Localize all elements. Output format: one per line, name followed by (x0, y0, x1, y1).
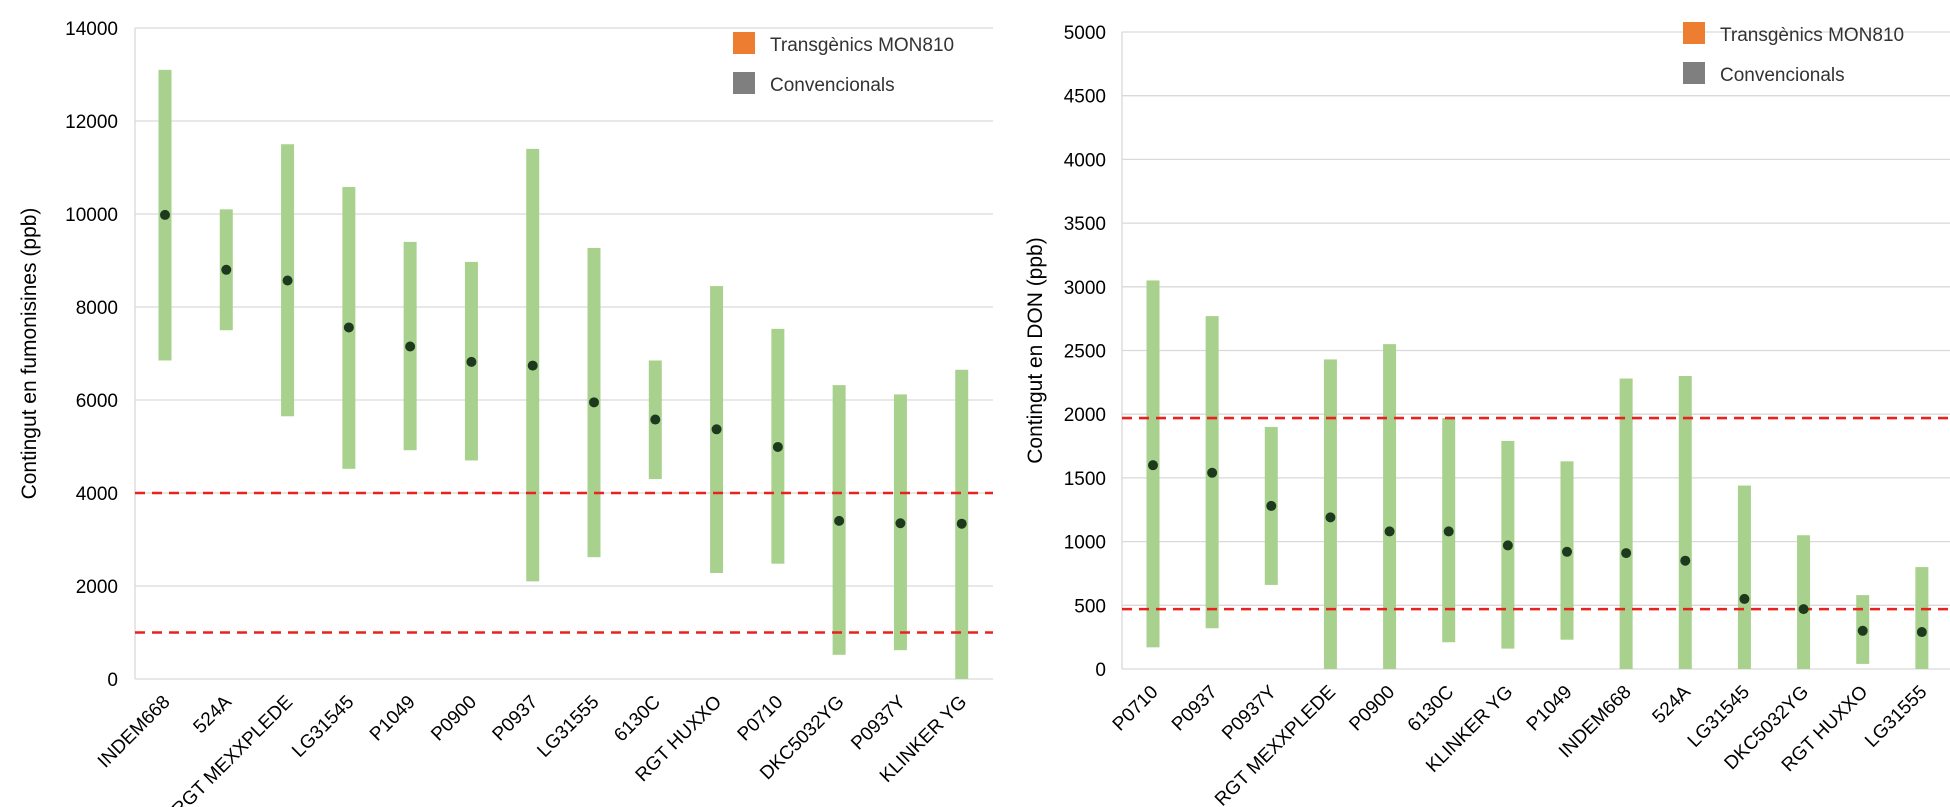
mean-dot (160, 209, 170, 220)
x-tick-label: P0710 (734, 692, 788, 746)
y-tick-label: 4000 (76, 484, 118, 505)
mean-dot (1680, 555, 1691, 566)
mean-dot (834, 515, 845, 526)
mean-dot (589, 397, 599, 408)
x-tick-label: 6130C (1404, 682, 1458, 736)
legend-swatch (733, 32, 755, 54)
x-tick-label: P0937Y (847, 691, 910, 754)
legend-swatch (1683, 62, 1705, 84)
legend-label: Convencionals (1720, 65, 1845, 86)
y-tick-label: 1000 (1064, 533, 1106, 554)
y-tick-label: 0 (1095, 660, 1106, 681)
y-tick-label: 6000 (76, 391, 118, 412)
y-tick-label: 2000 (1064, 405, 1106, 426)
x-tick-label: P1049 (366, 692, 420, 746)
y-tick-label: 500 (1074, 596, 1106, 617)
mean-dot (1384, 526, 1395, 537)
x-tick-label: P0937 (489, 692, 543, 746)
mean-dot (1443, 526, 1454, 537)
mean-dot (1266, 500, 1277, 511)
mean-dot (282, 275, 293, 286)
y-tick-label: 3000 (1064, 278, 1106, 299)
y-tick-label: 3500 (1064, 214, 1106, 235)
y-tick-label: 2000 (76, 577, 118, 598)
y-tick-label: 14000 (65, 19, 118, 40)
range-bar (1797, 535, 1811, 669)
mean-dot (405, 341, 416, 352)
y-tick-label: 1500 (1064, 469, 1106, 490)
x-tick-label: LG31545 (288, 692, 358, 762)
x-tick-label: P0937 (1168, 682, 1222, 736)
range-bar (1383, 344, 1397, 669)
y-tick-label: 4000 (1064, 150, 1106, 171)
mean-dot (527, 360, 538, 371)
mean-dot (1916, 627, 1927, 638)
mean-dot (650, 414, 661, 425)
legend-label: Convencionals (770, 75, 895, 96)
x-tick-label: INDEM668 (94, 692, 175, 773)
mean-dot (1562, 546, 1572, 557)
x-tick-label: P1049 (1523, 682, 1577, 736)
x-tick-label: P0710 (1109, 682, 1163, 736)
mean-dot (895, 518, 906, 529)
range-bar (1737, 485, 1751, 669)
mean-dot (772, 441, 783, 452)
x-tick-label: 524A (190, 691, 236, 737)
mean-dot (711, 424, 722, 435)
y-tick-label: 10000 (65, 205, 118, 226)
y-axis-label: Contingut en DON (ppb) (1024, 237, 1047, 463)
range-bar (1619, 378, 1633, 669)
legend-label: Transgènics MON810 (770, 35, 954, 56)
y-tick-label: 12000 (65, 112, 118, 133)
x-tick-label: 6130C (610, 692, 664, 746)
y-tick-label: 0 (107, 670, 118, 691)
mean-dot (1739, 593, 1750, 604)
mean-dot (221, 264, 232, 275)
range-bar (1915, 567, 1929, 669)
y-tick-label: 4500 (1064, 87, 1106, 108)
fumonisin-chart: 0 2000 4000 6000 8000 10000 12000 14000 Contingu… (18, 19, 993, 807)
y-axis-label: Contingut en fumonisines (ppb) (18, 208, 41, 500)
legend-swatch (733, 72, 755, 94)
mean-dot (466, 356, 477, 367)
don-chart: 0 500 1000 1500 2000 2500 3000 3500 4000 4500 5000… (1024, 22, 1950, 807)
x-tick-label: P0900 (427, 692, 481, 746)
mean-dot (956, 518, 967, 529)
y-tick-label: 2500 (1064, 342, 1106, 363)
x-tick-label: P0900 (1345, 682, 1399, 736)
y-tick-label: 5000 (1064, 23, 1106, 44)
mean-dot (1325, 512, 1336, 523)
mean-dot (1798, 604, 1809, 615)
mean-dot (1148, 460, 1158, 471)
x-tick-label: LG31555 (533, 692, 603, 762)
range-bar (1678, 375, 1692, 669)
mean-dot (1502, 540, 1513, 551)
x-tick-label: LG31555 (1861, 682, 1931, 752)
x-tick-label: 524A (1649, 681, 1695, 727)
legend-swatch (1683, 22, 1705, 44)
mean-dot (1621, 548, 1632, 559)
mean-dot (1207, 467, 1218, 478)
legend-label: Transgènics MON810 (1720, 25, 1904, 46)
y-tick-label: 8000 (76, 298, 118, 319)
mean-dot (343, 322, 354, 333)
mean-dot (1857, 625, 1868, 636)
